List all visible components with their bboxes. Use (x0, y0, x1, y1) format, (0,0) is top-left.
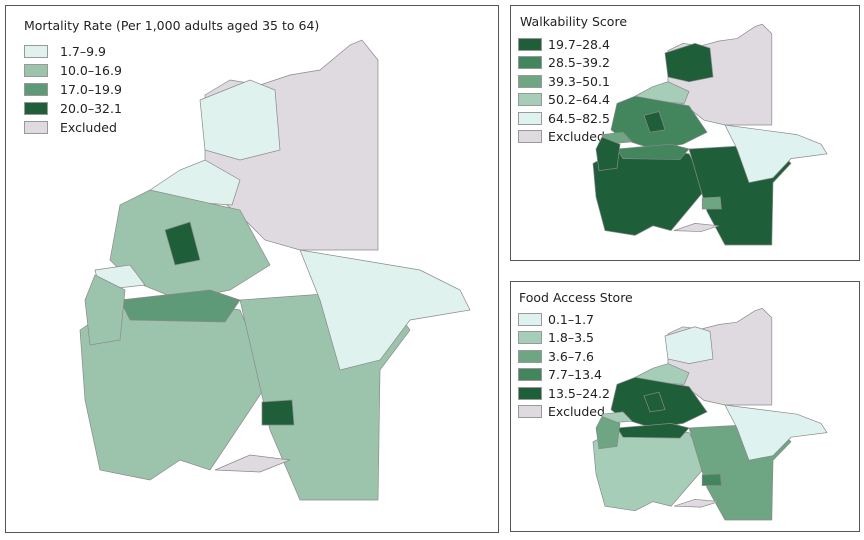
map-region (261, 399, 295, 426)
legend-item: Excluded (518, 128, 610, 147)
map-region (84, 274, 126, 346)
legend-swatch (518, 368, 542, 382)
legend-label: Excluded (548, 129, 605, 145)
legend-swatch (24, 102, 48, 115)
map-region (664, 326, 714, 364)
legend-item: 1.7–9.9 (24, 42, 122, 61)
map-region (673, 223, 720, 232)
legend-swatch (518, 56, 542, 70)
legend-label: 1.7–9.9 (60, 44, 107, 59)
map-region (673, 498, 720, 508)
legend-label: 39.3–50.1 (548, 73, 610, 89)
legend-item: 7.7–13.4 (518, 366, 610, 385)
map-region (299, 249, 471, 371)
map-legend: 1.7–9.9 10.0–16.9 17.0–19.9 20.0–32.1 Exclud… (24, 42, 122, 137)
map-region (119, 289, 241, 323)
legend-label: 64.5–82.5 (548, 110, 610, 126)
legend-swatch (24, 45, 48, 58)
legend-item: 64.5–82.5 (518, 109, 610, 128)
legend-swatch (518, 74, 542, 88)
map-title: Walkability Score (520, 14, 628, 29)
legend-swatch (518, 349, 542, 363)
legend-swatch (24, 83, 48, 96)
legend-item: Excluded (24, 118, 122, 137)
legend-swatch (518, 331, 542, 345)
legend-item: 10.0–16.9 (24, 61, 122, 80)
legend-item: 39.3–50.1 (518, 72, 610, 91)
legend-swatch (518, 93, 542, 107)
legend-item: 1.8–3.5 (518, 329, 610, 348)
legend-label: 3.6–7.6 (548, 348, 595, 364)
legend-label: 10.0–16.9 (60, 63, 122, 78)
map-legend: 19.7–28.4 28.5–39.2 39.3–50.1 50.2–64.4 64.5… (518, 35, 610, 146)
legend-label: 50.2–64.4 (548, 92, 610, 108)
legend-label: 7.7–13.4 (548, 367, 602, 383)
map-legend: 0.1–1.7 1.8–3.5 3.6–7.6 7.7–13.4 13.5–24.2 Ex… (518, 310, 610, 421)
map-title: Mortality Rate (Per 1,000 adults aged 35… (24, 18, 320, 33)
map-region (164, 221, 201, 266)
legend-item: Excluded (518, 403, 610, 422)
map-region (643, 111, 666, 133)
map-region (595, 416, 621, 450)
legend-label: 17.0–19.9 (60, 82, 122, 97)
map-region (701, 473, 722, 486)
legend-label: 0.1–1.7 (548, 311, 595, 327)
legend-item: 0.1–1.7 (518, 310, 610, 329)
legend-item: 13.5–24.2 (518, 384, 610, 403)
legend-swatch (518, 386, 542, 400)
map-region (616, 143, 690, 160)
legend-item: 19.7–28.4 (518, 35, 610, 54)
map-region (595, 136, 621, 171)
map-title: Food Access Store (519, 290, 633, 305)
legend-label: 13.5–24.2 (548, 385, 610, 401)
legend-swatch (518, 130, 542, 144)
legend-swatch (518, 312, 542, 326)
legend-item: 17.0–19.9 (24, 80, 122, 99)
legend-item: 3.6–7.6 (518, 347, 610, 366)
map-region (643, 391, 666, 413)
legend-item: 50.2–64.4 (518, 91, 610, 110)
legend-label: 1.8–3.5 (548, 330, 595, 346)
map-region (724, 404, 828, 461)
legend-label: Excluded (60, 120, 117, 135)
legend-label: 19.7–28.4 (548, 36, 610, 52)
legend-item: 28.5–39.2 (518, 54, 610, 73)
map-region (199, 79, 281, 161)
map-region (214, 454, 291, 473)
legend-label: Excluded (548, 404, 605, 420)
legend-label: 28.5–39.2 (548, 55, 610, 71)
legend-item: 20.0–32.1 (24, 99, 122, 118)
map-region (701, 196, 722, 210)
legend-swatch (518, 111, 542, 125)
map-region (616, 423, 690, 439)
legend-swatch (518, 405, 542, 419)
map-region (724, 124, 828, 184)
legend-swatch (24, 64, 48, 77)
legend-swatch (24, 121, 48, 134)
legend-swatch (518, 37, 542, 51)
legend-label: 20.0–32.1 (60, 101, 122, 116)
map-region (664, 43, 714, 83)
